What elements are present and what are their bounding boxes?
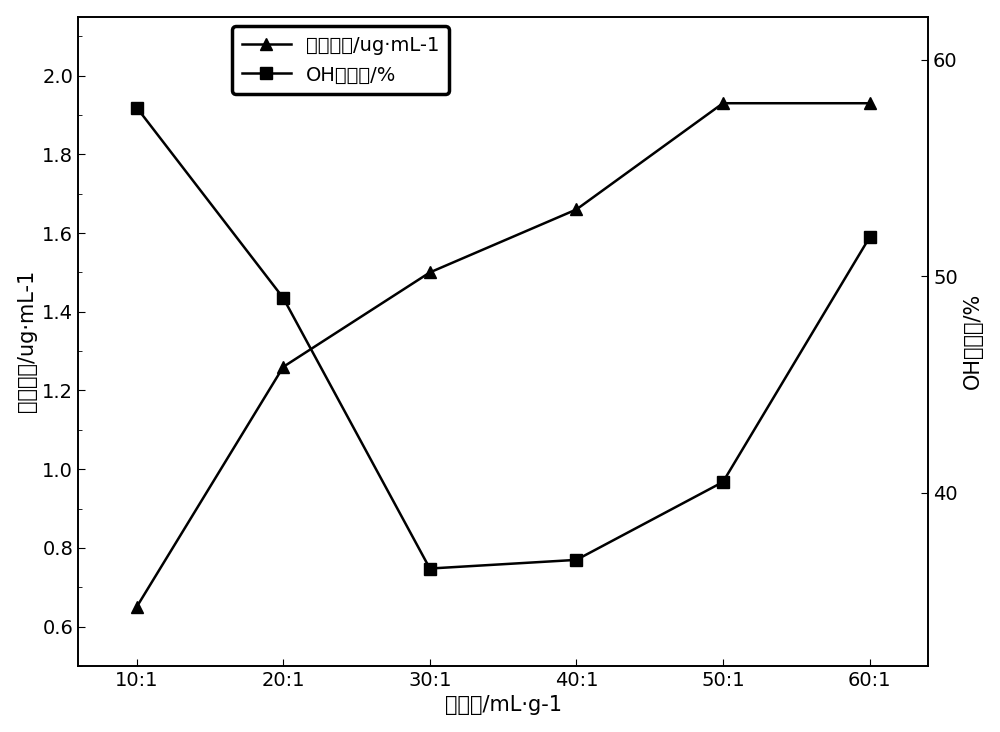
- 酟类浓度/ug·mL-1: [424, 268, 436, 277]
- 酟类浓度/ug·mL-1: [277, 362, 289, 371]
- OH清除率/%: [717, 477, 729, 486]
- OH清除率/%: [424, 564, 436, 573]
- Line: 酟类浓度/ug·mL-1: 酟类浓度/ug·mL-1: [130, 97, 876, 613]
- OH清除率/%: [570, 556, 582, 564]
- 酟类浓度/ug·mL-1: [570, 205, 582, 214]
- Y-axis label: OH清除率/%: OH清除率/%: [963, 294, 983, 389]
- OH清除率/%: [277, 294, 289, 302]
- Legend: 酟类浓度/ug·mL-1, OH清除率/%: 酟类浓度/ug·mL-1, OH清除率/%: [232, 26, 449, 94]
- 酟类浓度/ug·mL-1: [717, 99, 729, 108]
- OH清除率/%: [131, 103, 143, 112]
- Y-axis label: 酟类浓度/ug·mL-1: 酟类浓度/ug·mL-1: [17, 270, 37, 412]
- OH清除率/%: [864, 233, 876, 242]
- 酟类浓度/ug·mL-1: [864, 99, 876, 108]
- X-axis label: 液固比/mL·g-1: 液固比/mL·g-1: [445, 695, 562, 715]
- Line: OH清除率/%: OH清除率/%: [130, 101, 876, 575]
- 酟类浓度/ug·mL-1: [131, 602, 143, 611]
